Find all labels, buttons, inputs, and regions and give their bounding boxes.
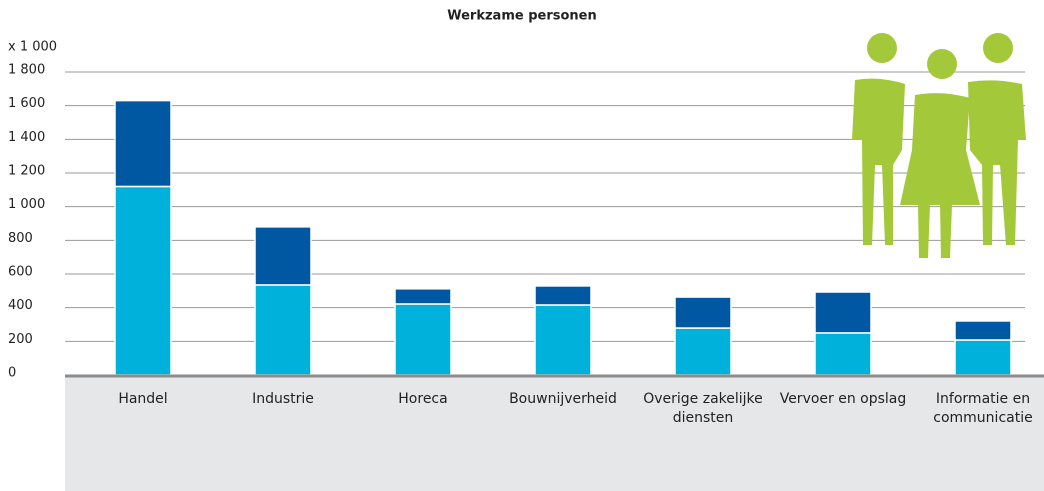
x-tick-label: Overige zakelijke diensten	[643, 391, 763, 426]
bar-segment	[814, 291, 872, 334]
bar-segment	[114, 185, 172, 376]
x-tick-label: Informatie en communicatie	[933, 391, 1033, 426]
chart-title: Werkzame personen	[447, 9, 597, 24]
people-icon	[852, 33, 1026, 258]
y-tick-label: 1 600	[8, 96, 45, 111]
bar-segment	[814, 332, 872, 376]
bar-segment	[114, 99, 172, 188]
unit-label: x 1 000	[8, 40, 57, 55]
y-tick-label: 1 200	[8, 164, 45, 179]
bar-segment	[674, 296, 732, 329]
bar-segment	[954, 339, 1012, 376]
y-tick-label: 1 000	[8, 197, 45, 212]
bar-segment	[954, 320, 1012, 341]
x-tick-label: Handel	[118, 391, 168, 407]
bar-segment	[394, 303, 452, 376]
y-tick-label: 0	[8, 366, 16, 381]
bar-segment	[674, 327, 732, 376]
y-tick-label: 400	[8, 298, 33, 313]
y-tick-label: 1 800	[8, 63, 45, 78]
y-tick-label: 1 400	[8, 130, 45, 145]
x-tick-label: Industrie	[252, 391, 314, 407]
x-tick-label: Bouwnijverheid	[509, 391, 617, 407]
bar-segment	[254, 284, 312, 376]
x-tick-label: Vervoer en opslag	[779, 391, 907, 407]
bar-segment	[394, 288, 452, 305]
bar-segment	[534, 304, 592, 376]
y-tick-label: 200	[8, 332, 33, 347]
bar-segment	[254, 226, 312, 286]
label-area	[65, 377, 1044, 491]
bar-segment	[534, 285, 592, 306]
y-tick-label: 800	[8, 231, 33, 246]
y-tick-label: 600	[8, 265, 33, 280]
x-tick-label: Horeca	[398, 391, 448, 407]
